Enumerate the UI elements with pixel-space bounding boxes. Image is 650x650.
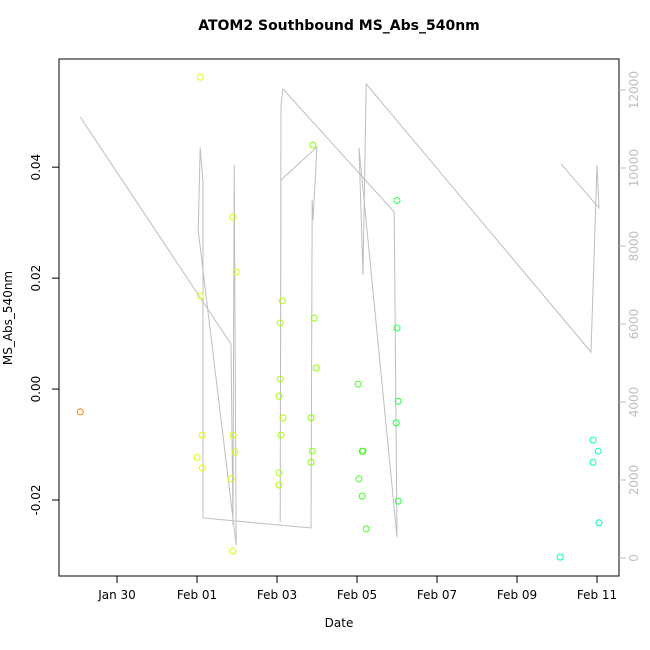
point	[355, 475, 363, 483]
point	[193, 453, 201, 461]
point	[229, 431, 237, 439]
point	[394, 497, 402, 505]
point	[358, 492, 366, 500]
point	[362, 525, 370, 533]
point	[589, 458, 597, 466]
point	[275, 469, 283, 477]
y-tick-label: 0.02	[29, 265, 43, 292]
point	[393, 196, 401, 204]
point	[276, 375, 284, 383]
point	[393, 324, 401, 332]
point	[394, 397, 402, 405]
y2-tick-label: 2000	[627, 465, 641, 496]
point	[76, 408, 84, 416]
point	[276, 319, 284, 327]
point	[278, 297, 286, 305]
point	[279, 414, 287, 422]
x-tick-label: Feb 03	[257, 588, 297, 602]
point	[198, 464, 206, 472]
chart-title: ATOM2 Southbound MS_Abs_540nm	[198, 18, 480, 34]
y2-tick-label: 8000	[627, 231, 641, 262]
point	[227, 475, 235, 483]
point	[595, 519, 603, 527]
x-tick-label: Feb 07	[417, 588, 457, 602]
y2-tick-label: 6000	[627, 309, 641, 340]
point	[275, 481, 283, 489]
x-tick-label: Feb 11	[577, 588, 617, 602]
point	[196, 73, 204, 81]
point	[392, 419, 400, 427]
point	[198, 431, 206, 439]
y-tick-label: 0.00	[29, 376, 43, 403]
point	[589, 436, 597, 444]
point	[308, 447, 316, 455]
y2-tick-label: 10000	[627, 149, 641, 187]
point	[275, 392, 283, 400]
x-axis-label: Date	[325, 616, 354, 630]
plot-frame	[58, 58, 620, 577]
point	[307, 414, 315, 422]
point	[359, 447, 367, 455]
point	[309, 141, 317, 149]
point	[229, 213, 237, 221]
y-axis-label: MS_Abs_540nm	[1, 271, 15, 365]
point	[277, 431, 285, 439]
y-tick-label: -0.02	[29, 484, 43, 515]
y-tick-label: 0.04	[29, 154, 43, 181]
secondary-line	[79, 82, 600, 546]
point	[310, 314, 318, 322]
point	[307, 458, 315, 466]
point	[231, 448, 239, 456]
y2-tick-label: 4000	[627, 387, 641, 418]
point	[354, 380, 362, 388]
point	[232, 268, 240, 276]
point	[556, 553, 564, 561]
point	[594, 447, 602, 455]
point	[312, 364, 320, 372]
point	[196, 292, 204, 300]
x-tick-label: Feb 09	[497, 588, 537, 602]
y2-tick-label: 12000	[627, 71, 641, 109]
x-tick-label: Feb 05	[337, 588, 377, 602]
x-tick-label: Jan 30	[97, 588, 136, 602]
x-tick-label: Feb 01	[177, 588, 217, 602]
point	[229, 547, 237, 555]
y2-tick-label: 0	[627, 554, 641, 562]
